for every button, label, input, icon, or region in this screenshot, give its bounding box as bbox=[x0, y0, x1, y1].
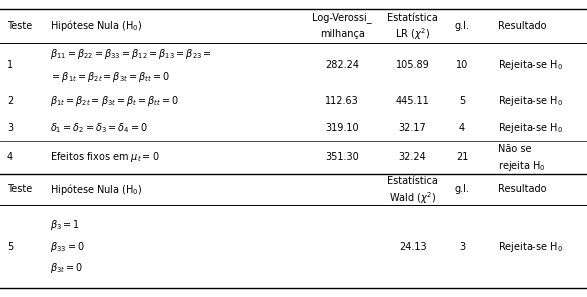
Text: Teste: Teste bbox=[7, 21, 32, 31]
Text: Resultado: Resultado bbox=[498, 184, 546, 194]
Text: Rejeita-se H$_0$: Rejeita-se H$_0$ bbox=[498, 58, 563, 72]
Text: Hipótese Nula (H$_0$): Hipótese Nula (H$_0$) bbox=[50, 182, 142, 197]
Text: g.l.: g.l. bbox=[454, 184, 470, 194]
Text: LR ($\chi^2$): LR ($\chi^2$) bbox=[395, 26, 430, 42]
Text: milhança: milhança bbox=[320, 29, 365, 39]
Text: 5: 5 bbox=[7, 241, 14, 252]
Text: 4: 4 bbox=[7, 152, 13, 162]
Text: Estatística: Estatística bbox=[387, 13, 438, 23]
Text: 10: 10 bbox=[456, 60, 468, 70]
Text: 282.24: 282.24 bbox=[325, 60, 359, 70]
Text: Wald ($\chi^2$): Wald ($\chi^2$) bbox=[389, 190, 436, 206]
Text: Estatística: Estatística bbox=[387, 176, 438, 186]
Text: 21: 21 bbox=[456, 152, 468, 162]
Text: 24.13: 24.13 bbox=[399, 241, 427, 252]
Text: Efeitos fixos em $\mu_{t} = 0$: Efeitos fixos em $\mu_{t} = 0$ bbox=[50, 150, 160, 165]
Text: Log-Verossi_: Log-Verossi_ bbox=[312, 12, 372, 23]
Text: $\delta_{1} = \delta_{2} = \delta_{3} = \delta_{4} = 0$: $\delta_{1} = \delta_{2} = \delta_{3} = … bbox=[50, 121, 148, 135]
Text: Teste: Teste bbox=[7, 184, 32, 194]
Text: 3: 3 bbox=[459, 241, 465, 252]
Text: $\beta_{33} = 0$: $\beta_{33} = 0$ bbox=[50, 239, 85, 254]
Text: rejeita H$_0$: rejeita H$_0$ bbox=[498, 159, 545, 173]
Text: 445.11: 445.11 bbox=[396, 96, 430, 106]
Text: Rejeita-se H$_0$: Rejeita-se H$_0$ bbox=[498, 94, 563, 108]
Text: g.l.: g.l. bbox=[454, 21, 470, 31]
Text: $\beta_{3t} = 0$: $\beta_{3t} = 0$ bbox=[50, 261, 83, 275]
Text: Resultado: Resultado bbox=[498, 21, 546, 31]
Text: 351.30: 351.30 bbox=[325, 152, 359, 162]
Text: 105.89: 105.89 bbox=[396, 60, 430, 70]
Text: Rejeita-se H$_0$: Rejeita-se H$_0$ bbox=[498, 239, 563, 254]
Text: $\beta_{1t} = \beta_{2t} = \beta_{3t} = \beta_{t} = \beta_{tt} = 0$: $\beta_{1t} = \beta_{2t} = \beta_{3t} = … bbox=[50, 94, 179, 108]
Text: $\beta_{3} = 1$: $\beta_{3} = 1$ bbox=[50, 218, 80, 232]
Text: 32.17: 32.17 bbox=[399, 123, 427, 133]
Text: 4: 4 bbox=[459, 123, 465, 133]
Text: 3: 3 bbox=[7, 123, 13, 133]
Text: 5: 5 bbox=[459, 96, 465, 106]
Text: Não se: Não se bbox=[498, 143, 531, 154]
Text: $= \beta_{1t} = \beta_{2t} = \beta_{3t} = \beta_{tt} = 0$: $= \beta_{1t} = \beta_{2t} = \beta_{3t} … bbox=[50, 69, 170, 84]
Text: Hipótese Nula (H$_0$): Hipótese Nula (H$_0$) bbox=[50, 18, 142, 34]
Text: 112.63: 112.63 bbox=[325, 96, 359, 106]
Text: 32.24: 32.24 bbox=[399, 152, 427, 162]
Text: 319.10: 319.10 bbox=[325, 123, 359, 133]
Text: 1: 1 bbox=[7, 60, 13, 70]
Text: Rejeita-se H$_0$: Rejeita-se H$_0$ bbox=[498, 121, 563, 135]
Text: $\beta_{11} = \beta_{22} = \beta_{33} = \beta_{12} = \beta_{13} = \beta_{23} =$: $\beta_{11} = \beta_{22} = \beta_{33} = … bbox=[50, 47, 212, 61]
Text: 2: 2 bbox=[7, 96, 14, 106]
